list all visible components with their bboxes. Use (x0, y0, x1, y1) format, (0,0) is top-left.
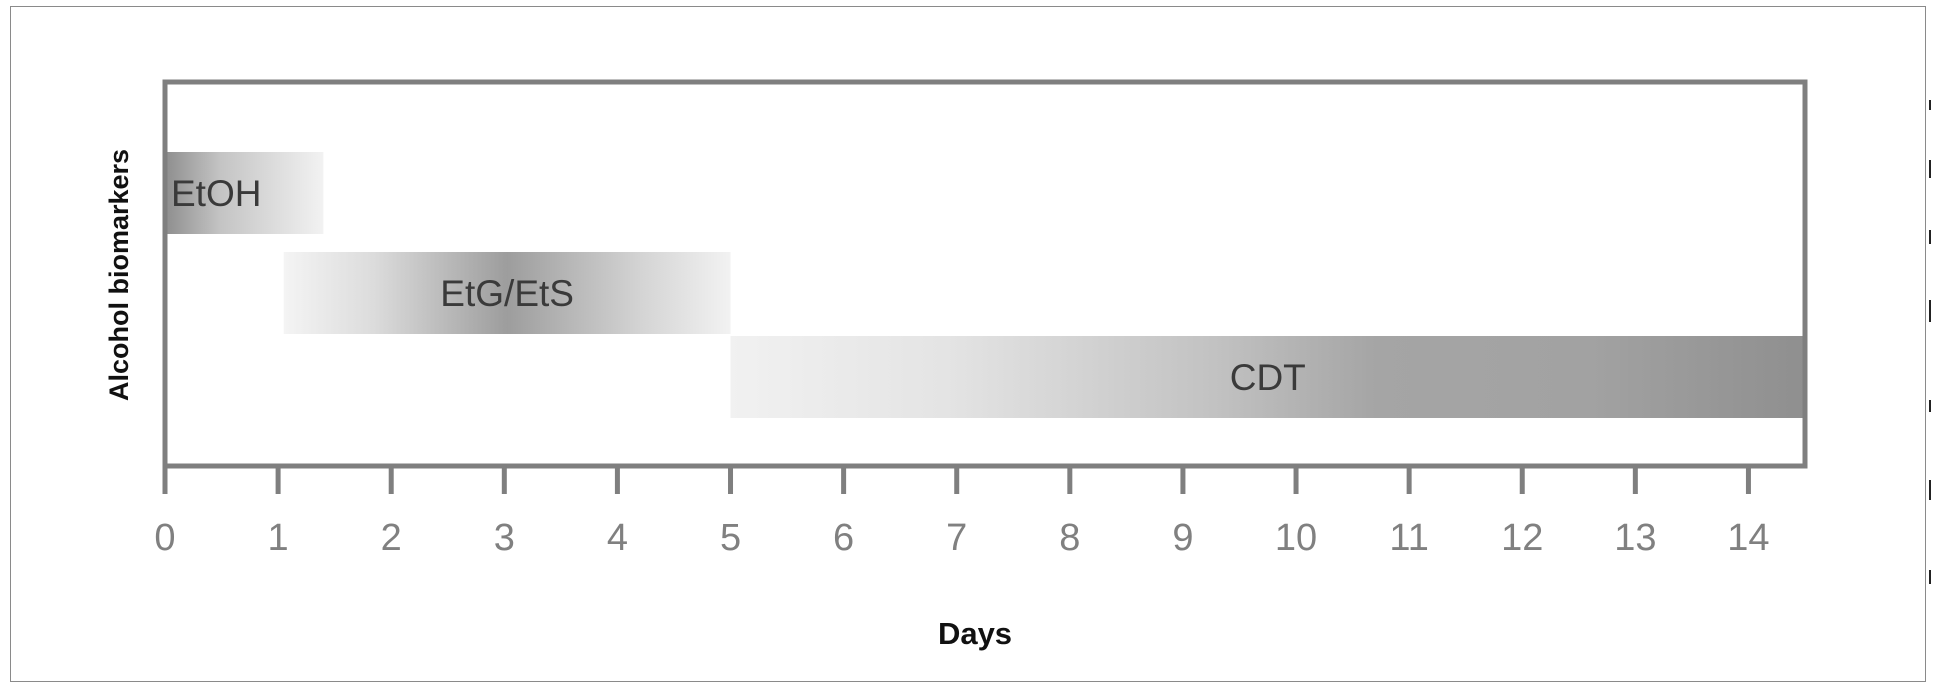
x-tick-label-10: 10 (1275, 517, 1317, 559)
x-tick-label-12: 12 (1501, 517, 1543, 559)
x-axis-tick-labels: 0 1 2 3 4 5 6 7 8 9 10 11 12 13 14 (154, 517, 1769, 559)
biomarker-bars: EtOH EtG/EtS CDT (165, 152, 1805, 418)
x-tick-label-3: 3 (494, 517, 515, 559)
bar-cdt (730, 336, 1805, 418)
x-tick-label-11: 11 (1389, 517, 1428, 559)
x-tick-label-13: 13 (1614, 517, 1656, 559)
bar-label-cdt: CDT (1230, 357, 1306, 398)
x-tick-label-0: 0 (154, 517, 175, 559)
x-tick-label-7: 7 (946, 517, 967, 559)
bar-etg-ets (283, 252, 731, 334)
x-tick-label-1: 1 (268, 517, 289, 559)
x-tick-label-6: 6 (833, 517, 854, 559)
bar-etoh (165, 152, 324, 234)
x-tick-label-4: 4 (607, 517, 628, 559)
x-tick-label-9: 9 (1172, 517, 1193, 559)
bar-label-etg-ets: EtG/EtS (440, 273, 574, 314)
x-tick-label-5: 5 (720, 517, 741, 559)
page-edge-marks (1922, 100, 1936, 620)
x-axis-ticks (162, 466, 1751, 494)
y-axis-title: Alcohol biomarkers (104, 149, 134, 401)
x-tick-label-8: 8 (1059, 517, 1080, 559)
x-tick-label-14: 14 (1727, 517, 1769, 559)
x-tick-label-2: 2 (381, 517, 402, 559)
x-axis-title: Days (938, 616, 1012, 651)
bar-label-etoh: EtOH (171, 173, 261, 214)
plot-border (162, 79, 1808, 469)
chart-frame (10, 6, 1926, 682)
